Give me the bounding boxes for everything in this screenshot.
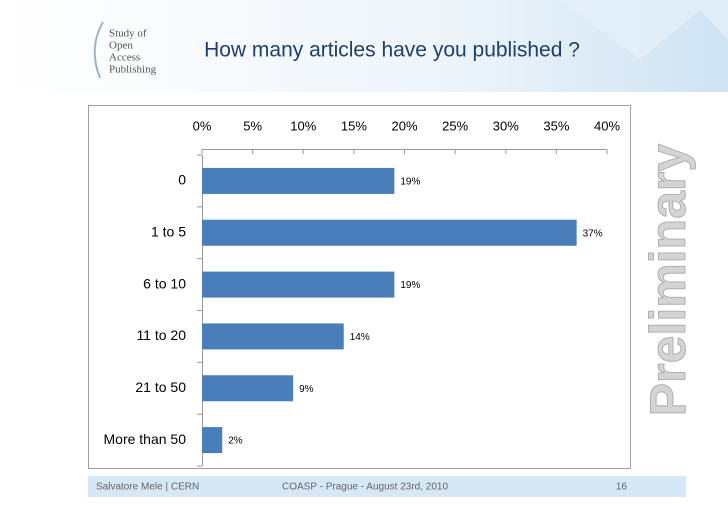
footer-center: COASP - Prague - August 23rd, 2010 xyxy=(282,482,448,493)
value-label: 37% xyxy=(583,228,603,239)
y-tick-label: 1 to 5 xyxy=(151,223,186,239)
x-tick-label: 15% xyxy=(341,118,367,133)
x-tick-label: 30% xyxy=(493,118,519,133)
value-label: 2% xyxy=(228,436,243,447)
bar xyxy=(202,323,344,350)
logo-text: Open xyxy=(109,40,133,52)
y-tick-label: 6 to 10 xyxy=(143,275,186,291)
y-tick-label: 11 to 20 xyxy=(136,327,186,343)
footer-band xyxy=(88,476,686,497)
chart-title: How many articles have you published ? xyxy=(204,39,580,62)
bar xyxy=(202,375,294,402)
logo-arc xyxy=(93,21,104,79)
value-label: 14% xyxy=(350,332,370,343)
bar xyxy=(202,271,395,298)
x-tick-label: 25% xyxy=(442,118,468,133)
y-tick-label: More than 50 xyxy=(104,431,187,447)
logo-text: Access xyxy=(109,52,140,64)
x-tick-label: 35% xyxy=(543,118,569,133)
plot: 0% 5% 10% 15% 20% 25% 30% 35% 40% 0 19% 1 to 5 37% 6 … xyxy=(104,118,620,467)
y-tick-label: 0 xyxy=(178,172,186,188)
x-tick-label: 20% xyxy=(391,118,417,133)
y-tick-label: 21 to 50 xyxy=(135,379,186,395)
logo-text: Study of xyxy=(109,28,147,40)
footer-left: Salvatore Mele | CERN xyxy=(96,482,199,493)
watermark: Preliminary xyxy=(640,144,696,417)
x-tick-label: 0% xyxy=(193,118,212,133)
bar xyxy=(202,219,577,246)
value-label: 9% xyxy=(299,384,314,395)
logo-text: Publishing xyxy=(109,64,157,76)
bar xyxy=(202,427,223,454)
header-decoration xyxy=(560,0,728,60)
x-tick-label: 10% xyxy=(290,118,316,133)
bar xyxy=(202,167,395,194)
footer-page: 16 xyxy=(616,482,628,493)
value-label: 19% xyxy=(400,177,420,188)
x-tick-label: 40% xyxy=(594,118,620,133)
value-label: 19% xyxy=(400,280,420,291)
x-tick-label: 5% xyxy=(243,118,262,133)
